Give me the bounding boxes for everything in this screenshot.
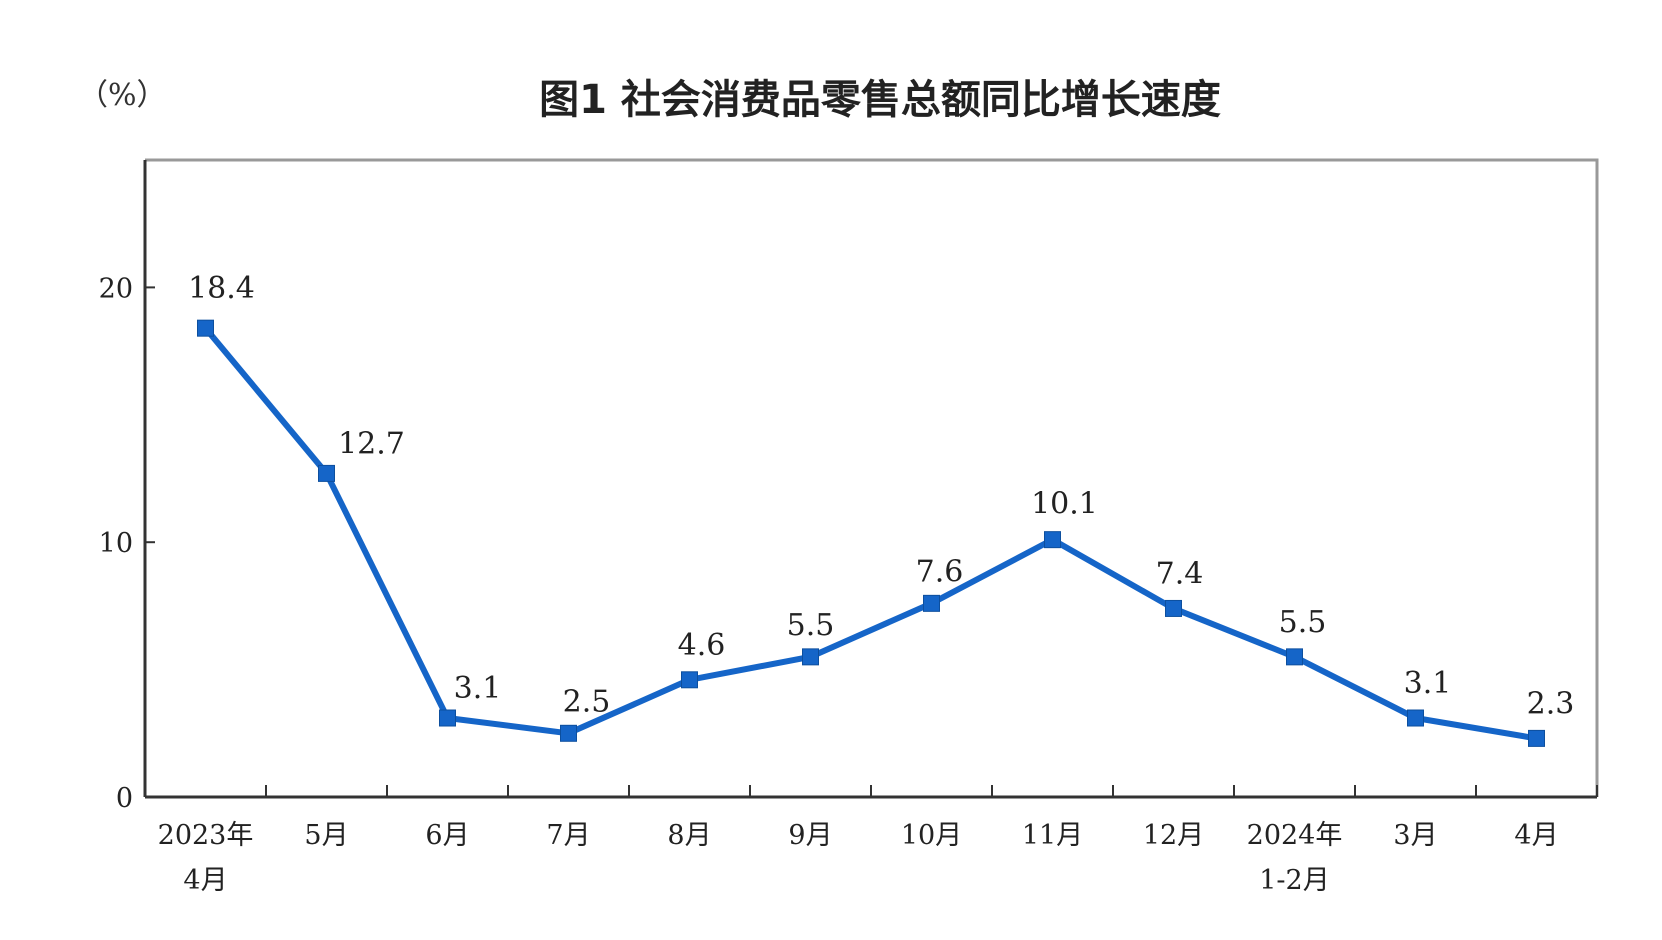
y-tick-label: 20 bbox=[99, 273, 133, 304]
data-label: 2.3 bbox=[1527, 686, 1575, 721]
data-point-marker bbox=[923, 594, 940, 612]
y-tick-label: 10 bbox=[99, 528, 133, 559]
chart-title: 图1 社会消费品零售总额同比增长速度 bbox=[539, 77, 1221, 123]
x-tick-label: 9月 bbox=[788, 820, 832, 851]
data-point-marker bbox=[197, 319, 214, 337]
series-line bbox=[202, 325, 1540, 742]
data-label: 7.6 bbox=[916, 554, 964, 589]
x-tick-label: 2024年 bbox=[1247, 820, 1343, 851]
y-unit-label: （%） bbox=[78, 78, 167, 113]
data-point-marker bbox=[1044, 531, 1061, 549]
x-tick-label: 12月 bbox=[1143, 820, 1204, 851]
data-label: 2.5 bbox=[563, 684, 611, 719]
data-label: 4.6 bbox=[678, 628, 726, 663]
data-label: 5.5 bbox=[787, 608, 835, 643]
x-tick-label: 8月 bbox=[667, 820, 711, 851]
data-label: 3.1 bbox=[1404, 666, 1452, 701]
plot-frame bbox=[145, 158, 1599, 797]
x-tick-label: 4月 bbox=[183, 865, 227, 896]
data-point-marker bbox=[439, 709, 456, 727]
data-label: 3.1 bbox=[454, 671, 502, 706]
data-point-marker bbox=[802, 648, 819, 666]
plot-area: 0 10 20 2023年 4月 5月 6月 7月 8月 9月 10月 11月 12月 2024年 1-2月… bbox=[99, 158, 1599, 896]
data-label: 12.7 bbox=[338, 426, 405, 461]
x-tick-label: 5月 bbox=[304, 820, 348, 851]
data-point-marker bbox=[1286, 648, 1303, 666]
data-label: 10.1 bbox=[1031, 487, 1098, 522]
data-point-marker bbox=[560, 724, 577, 742]
y-tick-label: 0 bbox=[116, 783, 133, 814]
x-tick-label: 1-2月 bbox=[1259, 865, 1329, 896]
data-point-marker bbox=[1528, 729, 1545, 747]
data-point-marker bbox=[1165, 599, 1182, 617]
data-point-marker bbox=[1407, 709, 1424, 727]
x-tick-label: 3月 bbox=[1393, 820, 1437, 851]
x-tick-label: 11月 bbox=[1022, 820, 1083, 851]
x-tick-label: 2023年 bbox=[158, 820, 254, 851]
x-tick-label: 6月 bbox=[425, 820, 469, 851]
x-tick-label: 10月 bbox=[901, 820, 962, 851]
data-point-marker bbox=[318, 464, 335, 482]
data-point-marker bbox=[681, 671, 698, 689]
data-label: 7.4 bbox=[1156, 556, 1204, 591]
data-label: 18.4 bbox=[188, 271, 255, 306]
x-tick-label: 7月 bbox=[546, 820, 590, 851]
x-tick-label: 4月 bbox=[1514, 820, 1558, 851]
data-label: 5.5 bbox=[1279, 605, 1327, 640]
